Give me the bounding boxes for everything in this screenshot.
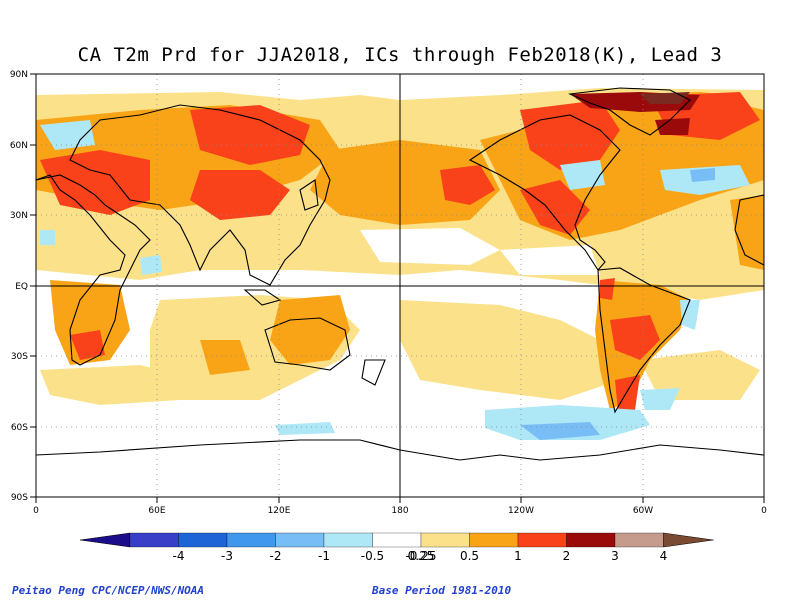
colorbar-label: 1	[514, 549, 522, 563]
colorbar-box	[614, 532, 664, 548]
lon-label: 0	[33, 506, 39, 516]
lat-label: 30N	[10, 211, 28, 221]
lon-label: 60E	[148, 506, 165, 516]
lon-label: 60W	[633, 506, 653, 516]
colorbar-box	[275, 532, 325, 548]
lon-label: 180	[391, 506, 408, 516]
colorbar-box	[226, 532, 276, 548]
lat-label: 60N	[10, 141, 28, 151]
colorbar-box	[469, 532, 519, 548]
colorbar-label: -1	[318, 549, 330, 563]
colorbar-label: -0.25	[405, 549, 436, 563]
colorbar-label: -4	[173, 549, 185, 563]
anomaly-shading	[36, 87, 764, 461]
colorbar-low-arrow	[79, 532, 131, 548]
colorbar-label: -0.5	[361, 549, 384, 563]
lat-label: 90S	[11, 493, 28, 503]
colorbar-label: -2	[270, 549, 282, 563]
colorbar-box	[566, 532, 616, 548]
lon-label: 0	[761, 506, 767, 516]
author-credit: Peitao Peng CPC/NCEP/NWS/NOAA	[12, 584, 205, 597]
colorbar-label: 0.5	[460, 549, 479, 563]
colorbar-label: 2	[563, 549, 571, 563]
lat-label: 90N	[10, 70, 28, 80]
lat-label: 60S	[11, 423, 28, 433]
lat-label: 30S	[11, 352, 28, 362]
colorbar-label: -3	[221, 549, 233, 563]
colorbar-label: 3	[611, 549, 619, 563]
colorbar-box	[372, 532, 422, 548]
map-title: CA T2m Prd for JJA2018, ICs through Feb2…	[77, 44, 723, 66]
lon-label: 120E	[268, 506, 291, 516]
lon-label: 120W	[508, 506, 534, 516]
colorbar-label: 4	[660, 549, 668, 563]
colorbar-label: 0.25	[408, 549, 435, 563]
colorbar-box	[517, 532, 567, 548]
color-legend: -4 -3 -2 -1 -0.5 -0.250.25 0.5 1 2 3 4	[79, 532, 714, 563]
lat-label: EQ	[15, 282, 28, 292]
graticule	[36, 74, 764, 497]
colorbar-box	[178, 532, 228, 548]
colorbar-box	[129, 532, 179, 548]
colorbar-box	[420, 532, 470, 548]
colorbar-high-arrow	[663, 532, 714, 548]
colorbar-box	[323, 532, 373, 548]
base-period: Base Period 1981-2010	[372, 584, 512, 597]
